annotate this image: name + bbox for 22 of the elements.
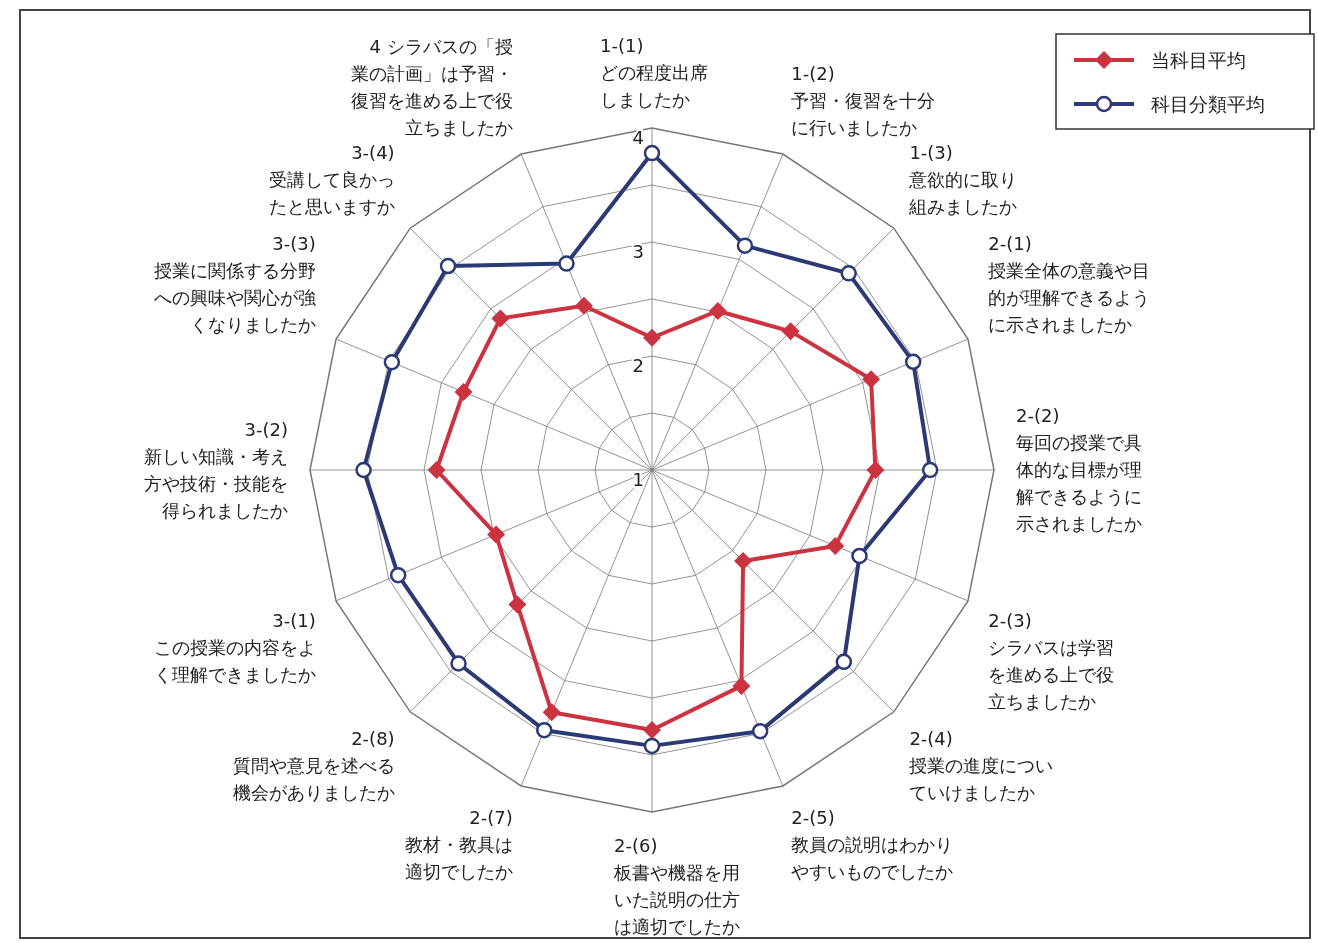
spoke-label: 2-(2) 毎回の授業で具体的な目標が理解できるように示されましたか xyxy=(1016,405,1142,534)
legend-label: 科目分類平均 xyxy=(1151,93,1265,115)
spoke-label: 2-(3) シラバスは学習を進める上で役立ちましたか xyxy=(988,610,1115,713)
spoke-label: 2-(4) 授業の進度についていけましたか xyxy=(909,728,1054,804)
spoke-label: 3-(1) この授業の内容をよく理解できましたか xyxy=(153,610,316,686)
spoke-label: 1-(2) 予習・復習を十分に行いましたか xyxy=(791,62,936,138)
spoke-label: 4 シラバスの「授業の計画」は予習・復習を進める上で役立ちましたか xyxy=(350,35,513,138)
spoke-label: 2-(8) 質問や意見を述べる機会がありましたか xyxy=(232,728,395,804)
legend-label: 当科目平均 xyxy=(1151,49,1246,71)
spoke-label: 1-(3) 意欲的に取り組みましたか xyxy=(908,141,1018,217)
spoke-label: 2-(6) 板書や機器を用いた説明の仕方は適切でしたか xyxy=(613,835,740,937)
spoke-label: 3-(2) 新しい知識・考え方や技術・技能を得られましたか xyxy=(144,418,288,521)
spoke-label: 2-(7) 教材・教具は適切でしたか xyxy=(404,807,513,883)
spoke-label: 1-(1) どの程度出席しましたか xyxy=(600,35,708,110)
spoke-label: 2-(1) 授業全体の意義や目的が理解できるように示されましたか xyxy=(988,232,1151,335)
spoke-label: 3-(3) 授業に関係する分野への興味や関心が強くなりましたか xyxy=(153,232,316,335)
spoke-label: 3-(4) 受講して良かったと思いますか xyxy=(268,141,395,217)
y-tick-label: 2 xyxy=(632,355,644,376)
y-tick-label: 1 xyxy=(632,469,644,490)
y-tick-label: 3 xyxy=(632,241,644,262)
spoke-label: 2-(5) 教員の説明はわかりやすいものでしたか xyxy=(791,807,954,883)
y-tick-label: 4 xyxy=(632,127,644,148)
